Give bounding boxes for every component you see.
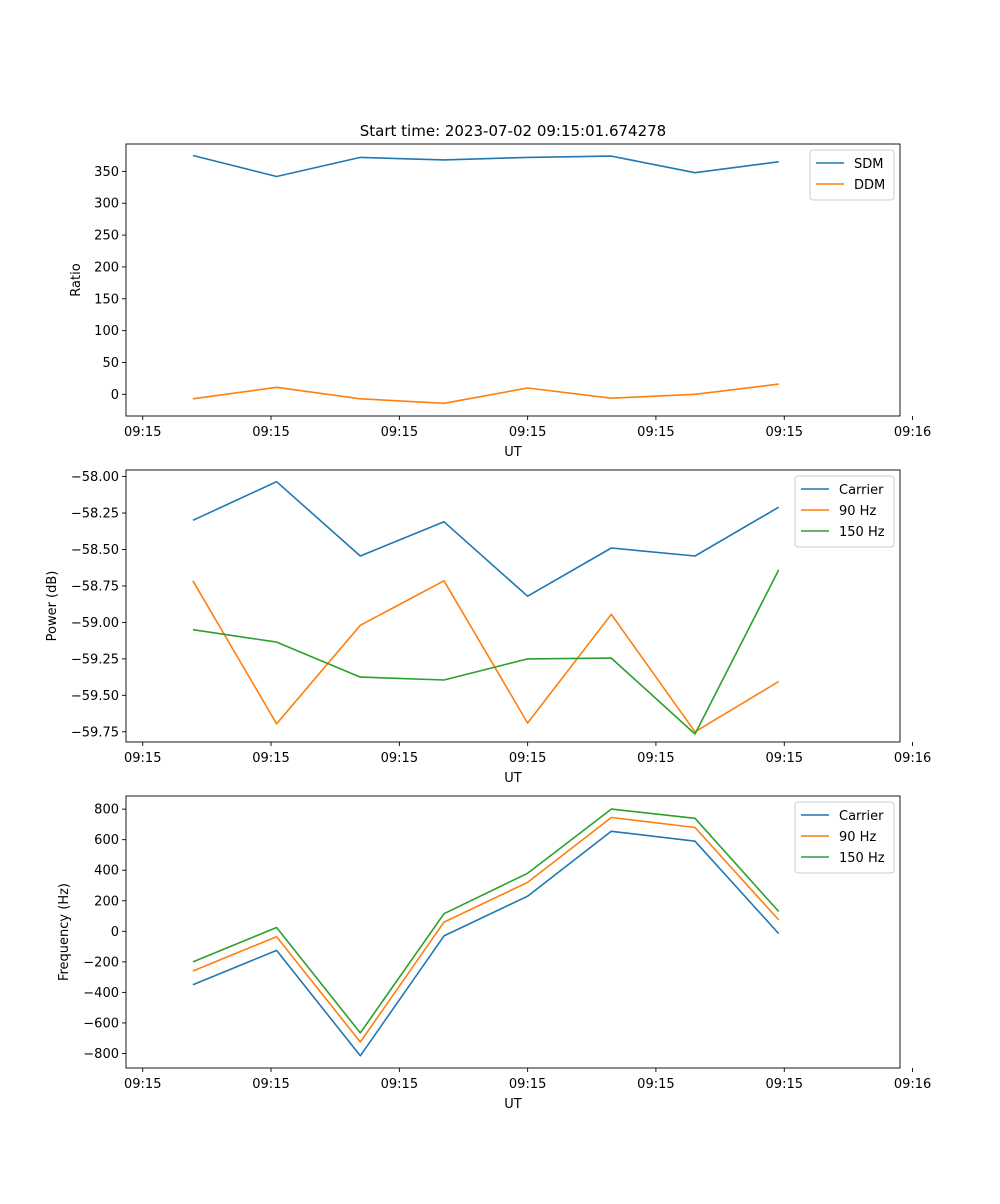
plot-frame xyxy=(125,469,901,743)
legend-box xyxy=(794,801,895,874)
y-tick-label: 100 xyxy=(94,324,119,339)
y-tick-label: 0 xyxy=(111,925,119,940)
y-tick-label: 200 xyxy=(94,894,119,909)
x-tick-label: 09:15 xyxy=(637,751,674,766)
y-tick-label: 350 xyxy=(94,165,119,180)
x-tick-label: 09:15 xyxy=(509,425,546,440)
x-tick-label: 09:15 xyxy=(252,751,289,766)
y-tick-label: −59.25 xyxy=(71,652,119,667)
series-line-carrier xyxy=(192,830,780,1057)
y-tick-label: −58.75 xyxy=(71,579,119,594)
x-tick-label: 09:15 xyxy=(252,1077,289,1092)
x-tick-label: 09:15 xyxy=(252,425,289,440)
y-tick-label: −58.25 xyxy=(71,507,119,522)
series-line-ddm xyxy=(192,383,779,405)
y-tick-label: −59.75 xyxy=(71,725,119,740)
y-tick-label: −800 xyxy=(83,1047,119,1062)
legend-entry: 150 Hz xyxy=(839,525,885,540)
y-tick-label: 0 xyxy=(111,388,119,403)
series-line-90-hz xyxy=(192,816,780,1043)
series-line-90-hz xyxy=(192,579,780,733)
legend-entry: DDM xyxy=(854,178,885,193)
x-tick-label: 09:15 xyxy=(766,425,803,440)
y-tick-label: −400 xyxy=(83,986,119,1001)
y-axis-label: Frequency (Hz) xyxy=(57,883,72,981)
y-tick-label: 250 xyxy=(94,229,119,244)
y-tick-label: −59.00 xyxy=(71,616,119,631)
y-tick-label: 600 xyxy=(94,833,119,848)
legend-entry: 90 Hz xyxy=(839,830,876,845)
legend-entry: 90 Hz xyxy=(839,504,876,519)
y-tick-label: −600 xyxy=(83,1016,119,1031)
y-tick-label: −58.00 xyxy=(71,470,119,485)
x-axis-label: UT xyxy=(504,771,522,786)
x-tick-label: 09:15 xyxy=(509,751,546,766)
x-tick-label: 09:15 xyxy=(637,425,674,440)
y-tick-label: 800 xyxy=(94,803,119,818)
legend-entry: Carrier xyxy=(839,809,884,824)
chart-panel-1: 09:15 09:15 09:15 09:15 09:15 09:15 09:16 0 50 10… xyxy=(69,143,931,460)
series-line-150-hz xyxy=(192,569,780,735)
x-tick-label: 09:15 xyxy=(124,425,161,440)
y-tick-label: −200 xyxy=(83,955,119,970)
x-tick-label: 09:15 xyxy=(637,1077,674,1092)
y-tick-label: −58.50 xyxy=(71,543,119,558)
chart-title: Start time: 2023-07-02 09:15:01.674278 xyxy=(360,122,666,140)
x-tick-label: 09:15 xyxy=(509,1077,546,1092)
plot-frame xyxy=(125,143,901,417)
series-line-150-hz xyxy=(192,808,780,1034)
x-tick-label: 09:15 xyxy=(381,425,418,440)
x-tick-label: 09:15 xyxy=(381,1077,418,1092)
y-tick-label: 50 xyxy=(102,356,119,371)
legend: Carrier 90 Hz 150 Hz xyxy=(794,801,895,874)
y-tick-label: 400 xyxy=(94,864,119,879)
y-tick-label: 300 xyxy=(94,197,119,212)
plot-frame xyxy=(125,795,901,1069)
y-axis-label: Power (dB) xyxy=(45,571,60,642)
y-axis-label: Ratio xyxy=(69,263,84,296)
legend-box xyxy=(794,475,895,548)
x-tick-label: 09:15 xyxy=(766,1077,803,1092)
x-axis-label: UT xyxy=(504,445,522,460)
x-tick-label: 09:15 xyxy=(766,751,803,766)
legend: SDM DDM xyxy=(809,149,895,201)
x-tick-label: 09:16 xyxy=(894,425,931,440)
legend-entry: SDM xyxy=(854,157,883,172)
series-line-sdm xyxy=(192,154,779,178)
legend-entry: Carrier xyxy=(839,483,884,498)
x-tick-label: 09:15 xyxy=(381,751,418,766)
chart-panel-2: 09:15 09:15 09:15 09:15 09:15 09:15 09:16 −59.7… xyxy=(45,469,931,786)
series-line-carrier xyxy=(192,480,780,598)
x-tick-label: 09:15 xyxy=(124,751,161,766)
y-tick-label: 200 xyxy=(94,260,119,275)
legend-entry: 150 Hz xyxy=(839,851,885,866)
x-tick-label: 09:16 xyxy=(894,1077,931,1092)
x-tick-label: 09:15 xyxy=(124,1077,161,1092)
y-tick-label: −59.50 xyxy=(71,689,119,704)
x-axis-label: UT xyxy=(504,1097,522,1112)
chart-panel-3: 09:15 09:15 09:15 09:15 09:15 09:15 09:16 −800 −… xyxy=(57,795,931,1112)
legend: Carrier 90 Hz 150 Hz xyxy=(794,475,895,548)
y-tick-label: 150 xyxy=(94,292,119,307)
x-tick-label: 09:16 xyxy=(894,751,931,766)
